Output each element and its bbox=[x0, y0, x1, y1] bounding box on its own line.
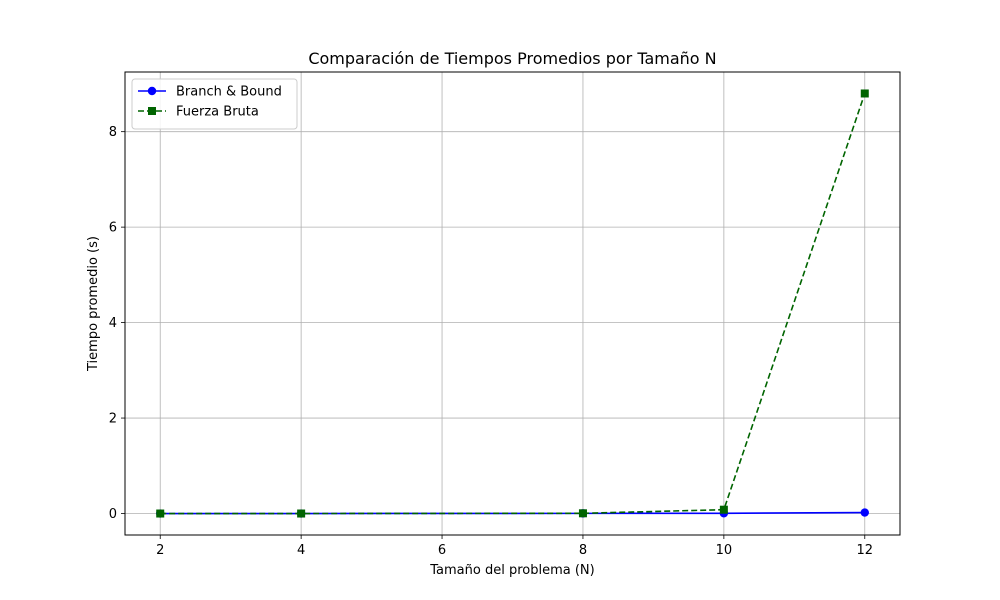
legend-label-1: Branch & Bound bbox=[176, 85, 282, 100]
y-tick-label: 8 bbox=[109, 125, 117, 140]
legend-marker-2 bbox=[148, 107, 156, 115]
data-point-marker bbox=[156, 509, 165, 518]
x-tick-label: 8 bbox=[579, 543, 587, 558]
legend-marker-1 bbox=[147, 86, 157, 96]
data-point-marker bbox=[860, 89, 869, 98]
data-point-marker bbox=[860, 508, 869, 517]
y-tick-label: 6 bbox=[109, 221, 117, 236]
y-tick-label: 4 bbox=[109, 316, 117, 331]
ticks: 2 4 6 8 10 12 0 2 4 6 8 bbox=[109, 125, 873, 558]
x-axis-label: Tamaño del problema (N) bbox=[429, 563, 594, 578]
legend-box bbox=[131, 78, 298, 130]
chart-title: Comparación de Tiempos Promedios por Tam… bbox=[308, 49, 716, 68]
x-tick-label: 6 bbox=[438, 543, 446, 558]
data-point-marker bbox=[297, 509, 306, 518]
x-tick-label: 12 bbox=[856, 543, 873, 558]
legend-label-2: Fuerza Bruta bbox=[176, 105, 259, 120]
plot-frame bbox=[124, 71, 901, 536]
y-tick-label: 2 bbox=[109, 412, 117, 427]
x-tick-label: 10 bbox=[716, 543, 733, 558]
y-axis-label: Tiempo promedio (s) bbox=[86, 236, 101, 372]
x-tick-label: 2 bbox=[156, 543, 164, 558]
legend: Branch & Bound Fuerza Bruta bbox=[131, 78, 298, 130]
data-point-marker bbox=[578, 509, 587, 518]
data-point-marker bbox=[719, 505, 728, 514]
series-layer bbox=[156, 89, 869, 518]
x-tick-label: 4 bbox=[297, 543, 305, 558]
series-line-2 bbox=[160, 93, 866, 515]
y-tick-label: 0 bbox=[109, 507, 117, 522]
